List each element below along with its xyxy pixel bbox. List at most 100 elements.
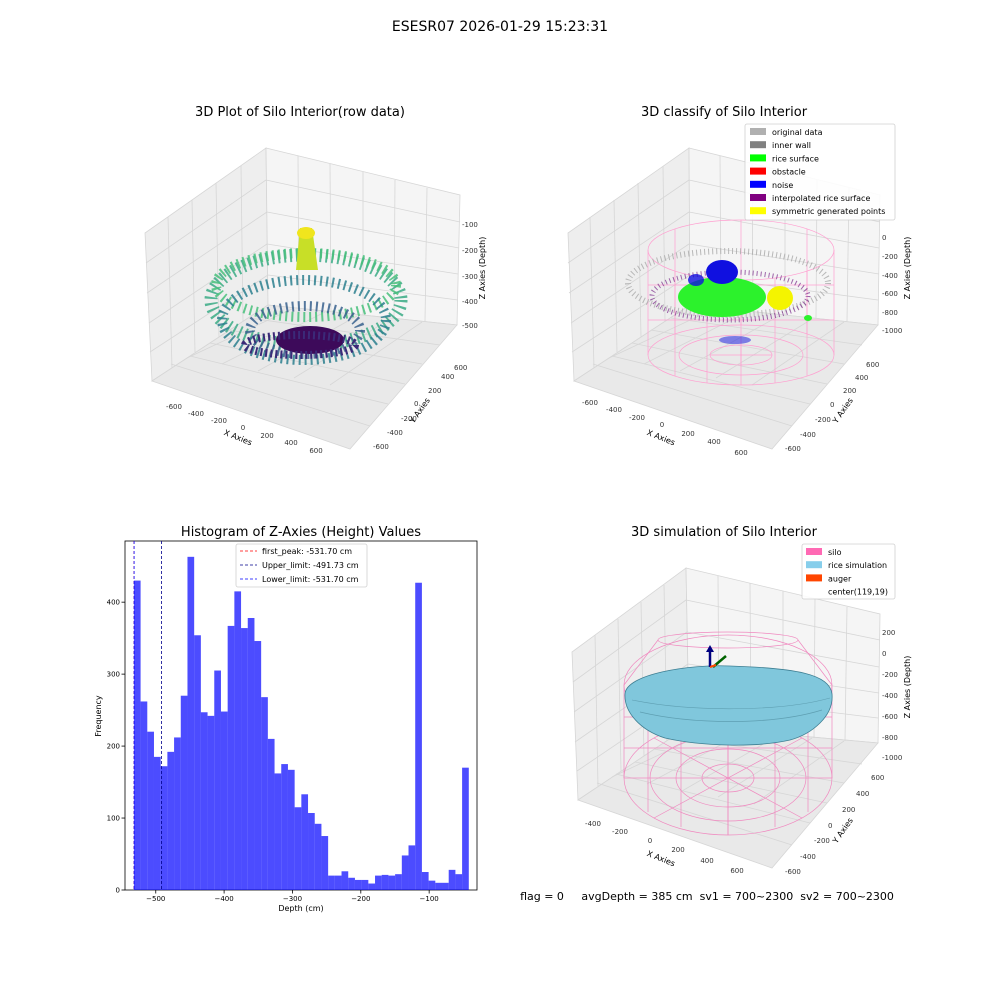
- panel-classify: 3D classify of Silo Interior: [567, 105, 912, 457]
- histogram-bar: [328, 875, 335, 890]
- svg-text:0: 0: [828, 822, 832, 830]
- histogram-bar: [421, 872, 429, 890]
- panel-raw: 3D Plot of Silo Interior(row data): [144, 105, 487, 455]
- svg-text:-800: -800: [882, 309, 898, 317]
- histogram-bar: [388, 875, 396, 890]
- panel-simulation-title: 3D simulation of Silo Interior: [631, 525, 818, 540]
- svg-text:-800: -800: [882, 734, 898, 742]
- histogram-bar: [140, 701, 148, 890]
- svg-text:-200: -200: [815, 416, 831, 424]
- svg-text:400: 400: [284, 439, 297, 447]
- svg-text:0: 0: [882, 650, 886, 658]
- histogram-y-ticks: 0 100 200 300 400: [107, 599, 125, 895]
- histogram-y-tick-label: 100: [107, 815, 120, 823]
- svg-text:200: 200: [681, 430, 694, 438]
- histogram-bar: [153, 756, 161, 890]
- classify-legend-swatch: [750, 154, 766, 162]
- svg-text:0: 0: [414, 400, 418, 408]
- svg-text:-600: -600: [882, 713, 898, 721]
- svg-text:400: 400: [856, 790, 869, 798]
- histogram-y-tick-label: 200: [107, 743, 120, 751]
- panel-raw-zlabel: Z Axies (Depth): [478, 237, 487, 300]
- histogram-bar: [442, 882, 449, 890]
- panel-simulation-tick-labels: -400 -200 0 200 400 600 -600 -400 -200 0…: [585, 629, 902, 876]
- histogram-bar: [247, 617, 255, 890]
- svg-text:-400: -400: [882, 272, 898, 280]
- panel-simulation-legend: silo rice simulation auger center(119,19): [801, 543, 896, 600]
- svg-text:-200: -200: [401, 415, 417, 423]
- svg-text:600: 600: [309, 447, 322, 455]
- histogram-bar: [455, 874, 463, 890]
- panel-simulation-rice-surface: [624, 665, 833, 746]
- histogram-legend-label: Upper_limit: -491.73 cm: [262, 561, 359, 570]
- histogram-bar: [160, 766, 168, 890]
- histogram-y-tick-label: 0: [116, 887, 120, 895]
- svg-text:-200: -200: [629, 414, 645, 422]
- histogram-y-tick-label: 400: [107, 599, 120, 607]
- svg-text:-400: -400: [188, 410, 204, 418]
- panel-raw-xlabel: X Axies: [223, 428, 254, 447]
- histogram-bar: [287, 769, 295, 890]
- histogram-bar: [361, 879, 369, 890]
- histogram-bar: [308, 813, 315, 890]
- svg-text:200: 200: [260, 432, 273, 440]
- svg-text:600: 600: [871, 774, 884, 782]
- histogram-bar: [234, 591, 242, 890]
- classify-legend-swatch: [750, 194, 766, 201]
- svg-text:-400: -400: [800, 853, 816, 861]
- panel-simulation-ylabel: Y Axies: [830, 816, 855, 846]
- svg-text:-600: -600: [785, 868, 801, 876]
- histogram-bar: [395, 874, 402, 890]
- classify-legend-swatch: [750, 167, 766, 175]
- svg-text:-200: -200: [882, 253, 898, 261]
- svg-text:0: 0: [241, 424, 245, 432]
- svg-text:600: 600: [454, 364, 467, 372]
- simulation-legend-swatch: [806, 561, 822, 569]
- histogram-bar: [375, 875, 382, 890]
- svg-text:-400: -400: [606, 406, 622, 414]
- classify-legend-label: inner wall: [772, 141, 811, 150]
- panel-raw-ylabel: Y Axies: [407, 396, 432, 426]
- histogram-bar: [133, 580, 141, 890]
- simulation-legend-label: center(119,19): [828, 588, 888, 597]
- histogram-bar: [401, 855, 409, 890]
- svg-text:0: 0: [648, 837, 652, 845]
- histogram-bar: [381, 874, 389, 890]
- panel-raw-tick-labels: -600 -400 -200 0 200 400 600 -600 -400 -…: [166, 221, 478, 455]
- histogram-bar: [174, 737, 181, 890]
- panel-simulation-silo-wireframe: [623, 631, 833, 836]
- histogram-legend: first_peak: -531.70 cm Upper_limit: -491.…: [235, 543, 368, 588]
- svg-text:-200: -200: [882, 671, 898, 679]
- simulation-legend-label: auger: [828, 574, 852, 583]
- svg-text:600: 600: [866, 361, 879, 369]
- classify-legend-swatch: [750, 207, 766, 215]
- panel-raw-title: 3D Plot of Silo Interior(row data): [195, 105, 405, 120]
- svg-text:600: 600: [730, 867, 743, 875]
- histogram-bar: [241, 628, 248, 890]
- histogram-legend-label: Lower_limit: -531.70 cm: [262, 575, 359, 584]
- histogram-xlabel: Depth (cm): [278, 904, 323, 913]
- classify-legend-label: noise: [772, 181, 793, 190]
- svg-text:-400: -400: [462, 298, 478, 306]
- histogram-x-tick-label: −100: [420, 895, 439, 903]
- svg-text:400: 400: [707, 438, 720, 446]
- svg-text:-200: -200: [211, 417, 227, 425]
- footer-status-text: flag = 0 avgDepth = 385 cm sv1 = 700~230…: [520, 890, 894, 903]
- svg-text:400: 400: [441, 373, 454, 381]
- histogram-x-tick-label: −300: [283, 895, 302, 903]
- histogram-bar: [301, 794, 309, 890]
- classify-legend-swatch: [750, 128, 766, 135]
- panel-classify-zlabel: Z Axies (Depth): [903, 237, 912, 300]
- histogram-bar: [281, 764, 288, 890]
- svg-text:400: 400: [700, 857, 713, 865]
- histogram-x-tick-label: −500: [146, 895, 165, 903]
- histogram-bar: [187, 556, 195, 890]
- svg-text:-400: -400: [585, 820, 601, 828]
- histogram-x-tick-label: −200: [351, 895, 370, 903]
- panel-histogram: Histogram of Z-Axies (Height) Values −50…: [94, 525, 478, 913]
- svg-text:-600: -600: [785, 445, 801, 453]
- svg-text:-600: -600: [582, 399, 598, 407]
- histogram-ylabel: Frequency: [94, 695, 103, 737]
